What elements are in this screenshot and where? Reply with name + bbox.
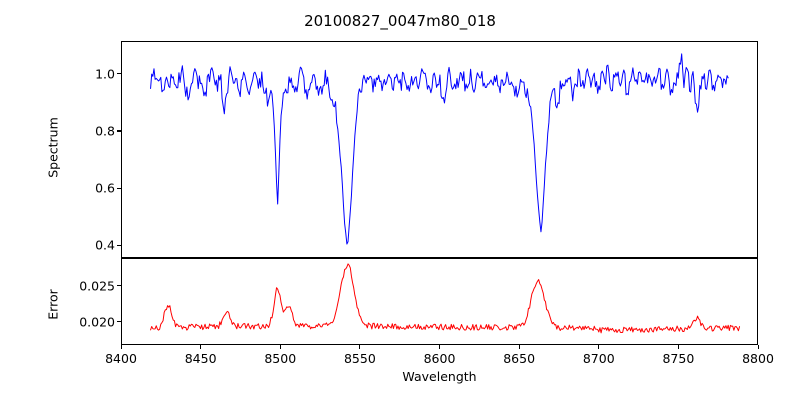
y-tick-label: 0.8 (95, 123, 115, 139)
x-tick-mark (598, 345, 600, 349)
x-tick-mark (120, 345, 122, 349)
spectrum-plot-panel (121, 41, 758, 258)
x-tick-label: 8700 (582, 351, 615, 366)
spectrum-series-svg (150, 53, 729, 245)
x-axis-label: Wavelength (402, 369, 477, 384)
error-plot-panel (121, 258, 758, 345)
error-y-axis-label: Error (45, 289, 61, 320)
x-tick-mark (279, 345, 281, 349)
spectrum-y-axis-label: Spectrum (45, 117, 61, 178)
x-tick-mark (518, 345, 520, 349)
y-tick-label: 0.025 (79, 278, 115, 294)
spectrum-y-tick-labels: 0.4 0.6 0.8 1.0 (75, 0, 121, 400)
x-tick-mark (677, 345, 679, 349)
y-tick-mark (117, 187, 121, 189)
x-tick-label: 8800 (742, 351, 774, 366)
y-tick-label: 1.0 (95, 66, 115, 82)
error-series-svg (150, 263, 741, 334)
error-y-tick-labels: 0.020 0.025 (75, 0, 121, 400)
y-tick-mark (117, 244, 121, 246)
x-tick-mark (359, 345, 361, 349)
x-tick-mark (200, 345, 202, 349)
y-tick-mark (117, 73, 121, 75)
y-tick-label: 0.020 (79, 314, 115, 330)
error-data-line (150, 263, 741, 334)
y-tick-mark (117, 285, 121, 287)
x-tick-label: 8450 (184, 351, 217, 366)
x-tick-label: 8400 (105, 351, 137, 366)
x-tick-mark (439, 345, 441, 349)
y-tick-label: 0.6 (95, 180, 115, 196)
x-tick-label: 8500 (264, 351, 297, 366)
y-tick-label: 0.4 (95, 237, 115, 253)
x-tick-mark (757, 345, 759, 349)
y-tick-mark (117, 130, 121, 132)
x-tick-label: 8600 (423, 351, 456, 366)
y-tick-mark (117, 321, 121, 323)
page-title: 20100827_0047m80_018 (304, 12, 496, 30)
x-tick-label: 8750 (662, 351, 695, 366)
x-tick-label: 8550 (343, 351, 376, 366)
x-tick-label: 8650 (503, 351, 536, 366)
spectrum-data-line (150, 53, 729, 245)
